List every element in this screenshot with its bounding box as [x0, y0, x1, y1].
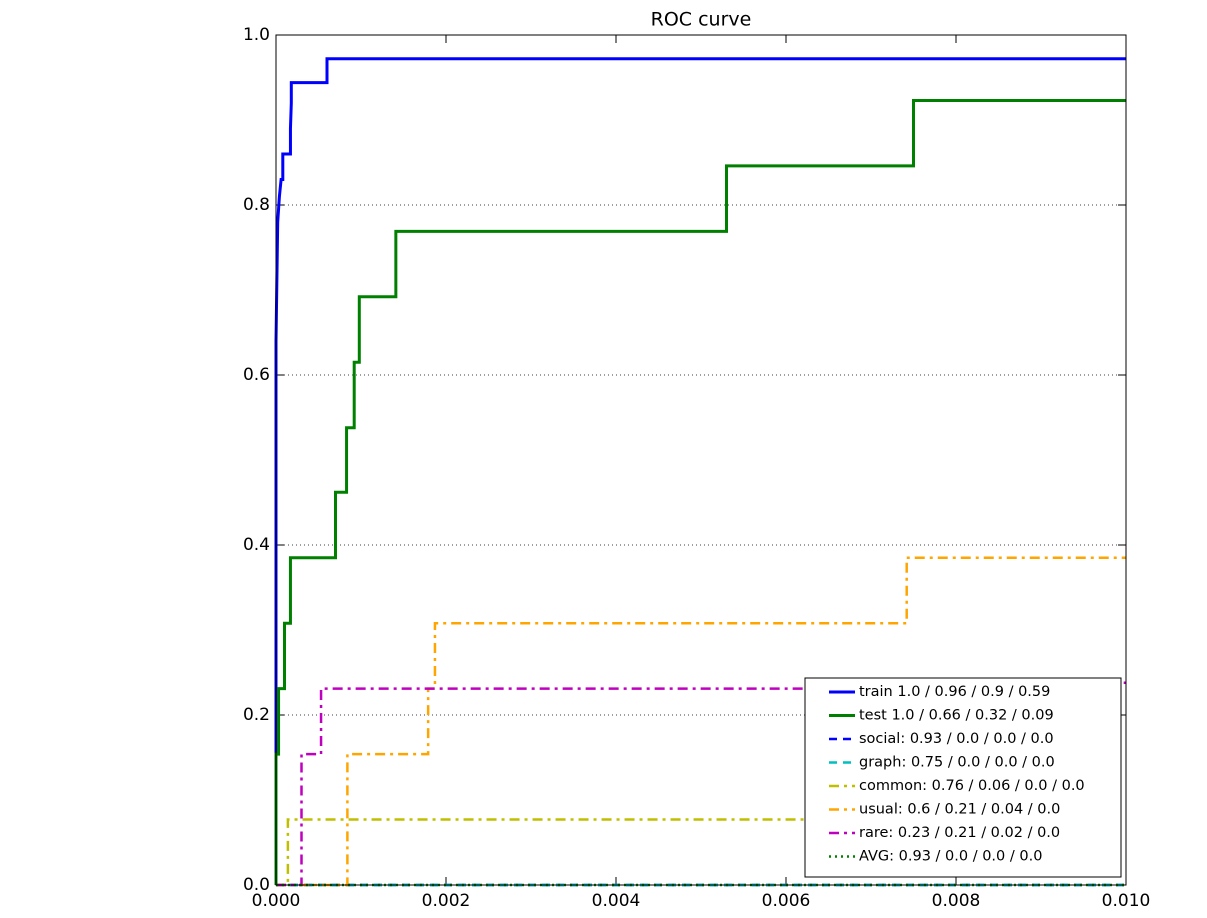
plot-frame: [275, 34, 1127, 886]
legend-label: usual: 0.6 / 0.21 / 0.04 / 0.0: [859, 802, 1060, 818]
x-tick-label: 0.008: [932, 891, 981, 911]
roc-line: [274, 98, 1126, 885]
y-tick-label: 0.4: [243, 535, 270, 555]
legend: train 1.0 / 0.96 / 0.9 / 0.59 test 1.0 / …: [804, 677, 1122, 878]
legend-box: [804, 677, 1122, 878]
roc-line: [274, 57, 1126, 885]
y-tick-label: 0.0: [243, 875, 270, 895]
y-tick-label: 0.2: [243, 705, 270, 725]
legend-label: rare: 0.23 / 0.21 / 0.02 / 0.0: [859, 825, 1060, 841]
y-tick-label: 0.6: [243, 365, 270, 385]
x-tick-label: 0.006: [762, 891, 811, 911]
legend-label: graph: 0.75 / 0.0 / 0.0 / 0.0: [859, 755, 1055, 771]
legend-label: social: 0.93 / 0.0 / 0.0 / 0.0: [859, 731, 1054, 747]
y-tick-label: 1.0: [243, 25, 270, 45]
x-tick-label: 0.002: [422, 891, 471, 911]
x-tick-label: 0.010: [1102, 891, 1151, 911]
x-tick-label: 0.000: [252, 891, 301, 911]
y-tick-label: 0.8: [243, 195, 270, 215]
chart-title: ROC curve: [651, 9, 752, 31]
legend-label: common: 0.76 / 0.06 / 0.0 / 0.0: [859, 778, 1085, 794]
legend-label: train 1.0 / 0.96 / 0.9 / 0.59: [859, 684, 1050, 700]
legend-label: test 1.0 / 0.66 / 0.32 / 0.09: [859, 708, 1054, 724]
legend-label: AVG: 0.93 / 0.0 / 0.0 / 0.0: [859, 849, 1042, 865]
x-tick-label: 0.004: [592, 891, 641, 911]
